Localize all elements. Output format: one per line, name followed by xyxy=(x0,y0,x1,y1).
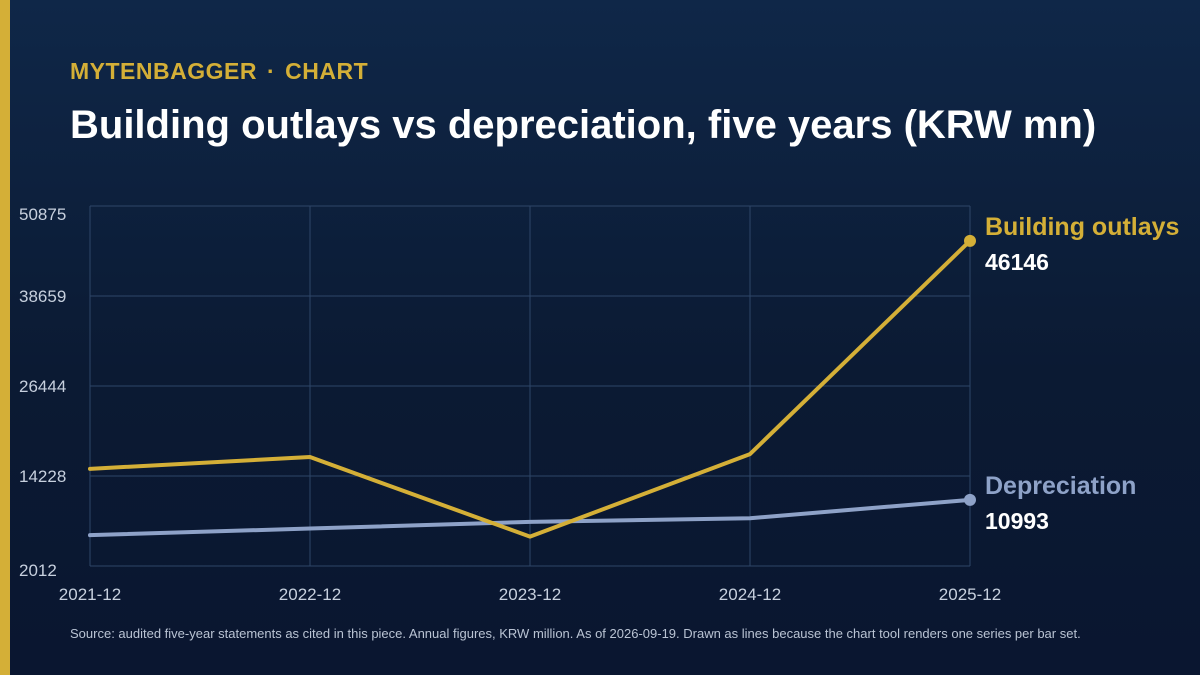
source-note: Source: audited five-year statements as … xyxy=(70,626,1081,641)
brand-label: MYTENBAGGER xyxy=(70,58,257,84)
series-end-point xyxy=(964,234,976,247)
x-tick-label: 2021-12 xyxy=(59,585,121,604)
x-tick-label: 2025-12 xyxy=(939,585,1001,604)
x-tick-label: 2023-12 xyxy=(499,585,561,604)
series-end-point xyxy=(964,493,976,506)
x-tick-label: 2022-12 xyxy=(279,585,341,604)
series-value-label: 46146 xyxy=(985,249,1049,275)
series-name-label: Depreciation xyxy=(985,472,1136,500)
y-tick-label: 2012 xyxy=(19,561,57,580)
y-tick-label: 38659 xyxy=(19,287,66,306)
series-line-depreciation xyxy=(88,497,972,538)
series-line-building-outlays xyxy=(88,238,972,539)
y-tick-label: 50875 xyxy=(19,205,66,224)
x-tick-label: 2024-12 xyxy=(719,585,781,604)
y-tick-label: 26444 xyxy=(19,377,66,396)
kicker-separator: · xyxy=(266,58,276,84)
accent-bar xyxy=(0,0,10,675)
y-tick-label: 14228 xyxy=(19,467,66,486)
section-label: CHART xyxy=(285,58,369,84)
series-name-label: Building outlays xyxy=(985,213,1179,241)
series-value-label: 10993 xyxy=(985,508,1049,534)
kicker: MYTENBAGGER · CHART xyxy=(70,58,368,85)
chart-title: Building outlays vs depreciation, five y… xyxy=(70,103,1097,147)
